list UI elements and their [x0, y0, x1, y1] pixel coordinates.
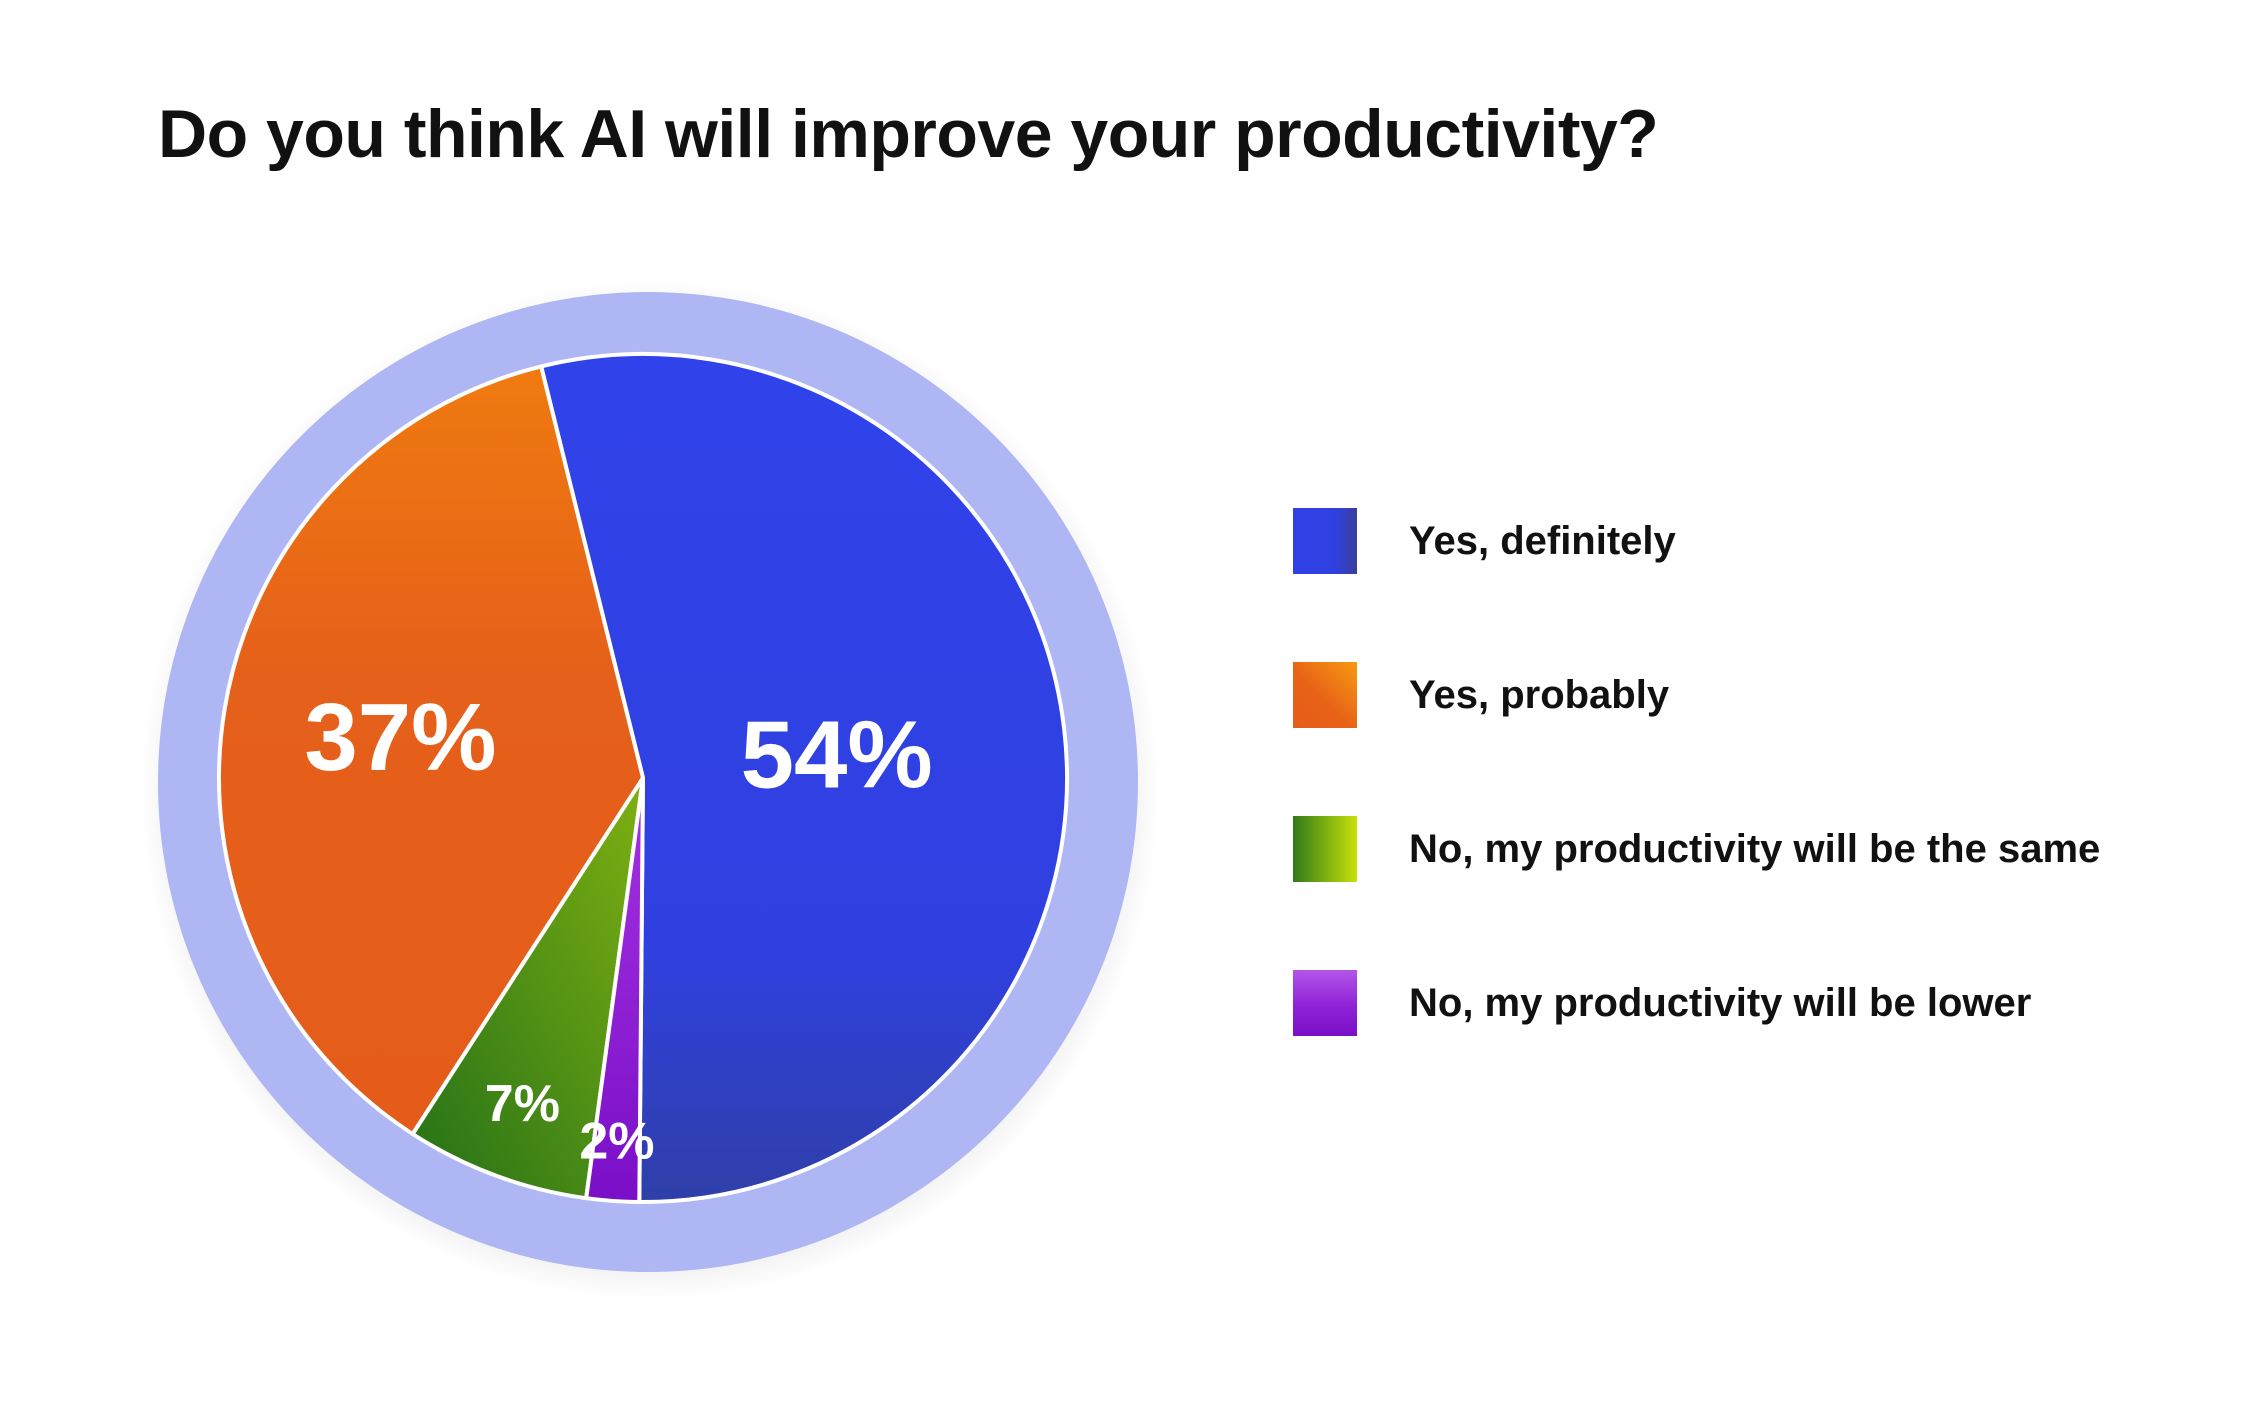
legend-swatch-yes-definitely [1293, 508, 1357, 574]
pie-chart: 54% 37% 7% 2% [140, 280, 1160, 1300]
pie-slice-yes-definitely [539, 351, 1070, 1204]
pie-label-no-lower: 2% [579, 1113, 654, 1171]
pie-label-yes-probably: 37% [304, 684, 496, 791]
legend-item-no-same: No, my productivity will be the same [1293, 816, 2100, 882]
legend-swatch-yes-probably [1293, 662, 1357, 728]
legend-label-no-lower: No, my productivity will be lower [1409, 980, 2032, 1025]
legend-swatch-no-lower [1293, 970, 1357, 1036]
legend-label-yes-definitely: Yes, definitely [1409, 518, 1676, 563]
legend-item-no-lower: No, my productivity will be lower [1293, 970, 2031, 1036]
chart-title: Do you think AI will improve your produc… [158, 96, 1659, 172]
pie-label-yes-definitely: 54% [741, 702, 933, 809]
legend-label-no-same: No, my productivity will be the same [1409, 826, 2101, 871]
pie-slice-no-same [410, 776, 645, 1201]
pie-label-no-same: 7% [485, 1075, 560, 1133]
legend: Yes, definitely Yes, probably No, my pro… [1293, 0, 2213, 1422]
legend-item-yes-definitely: Yes, definitely [1293, 508, 1676, 574]
pie-slice-yes-probably [217, 364, 645, 1136]
legend-item-yes-probably: Yes, probably [1293, 662, 1669, 728]
legend-swatch-no-same [1293, 816, 1357, 882]
legend-label-yes-probably: Yes, probably [1409, 672, 1670, 717]
pie-slice-no-lower [584, 776, 645, 1204]
